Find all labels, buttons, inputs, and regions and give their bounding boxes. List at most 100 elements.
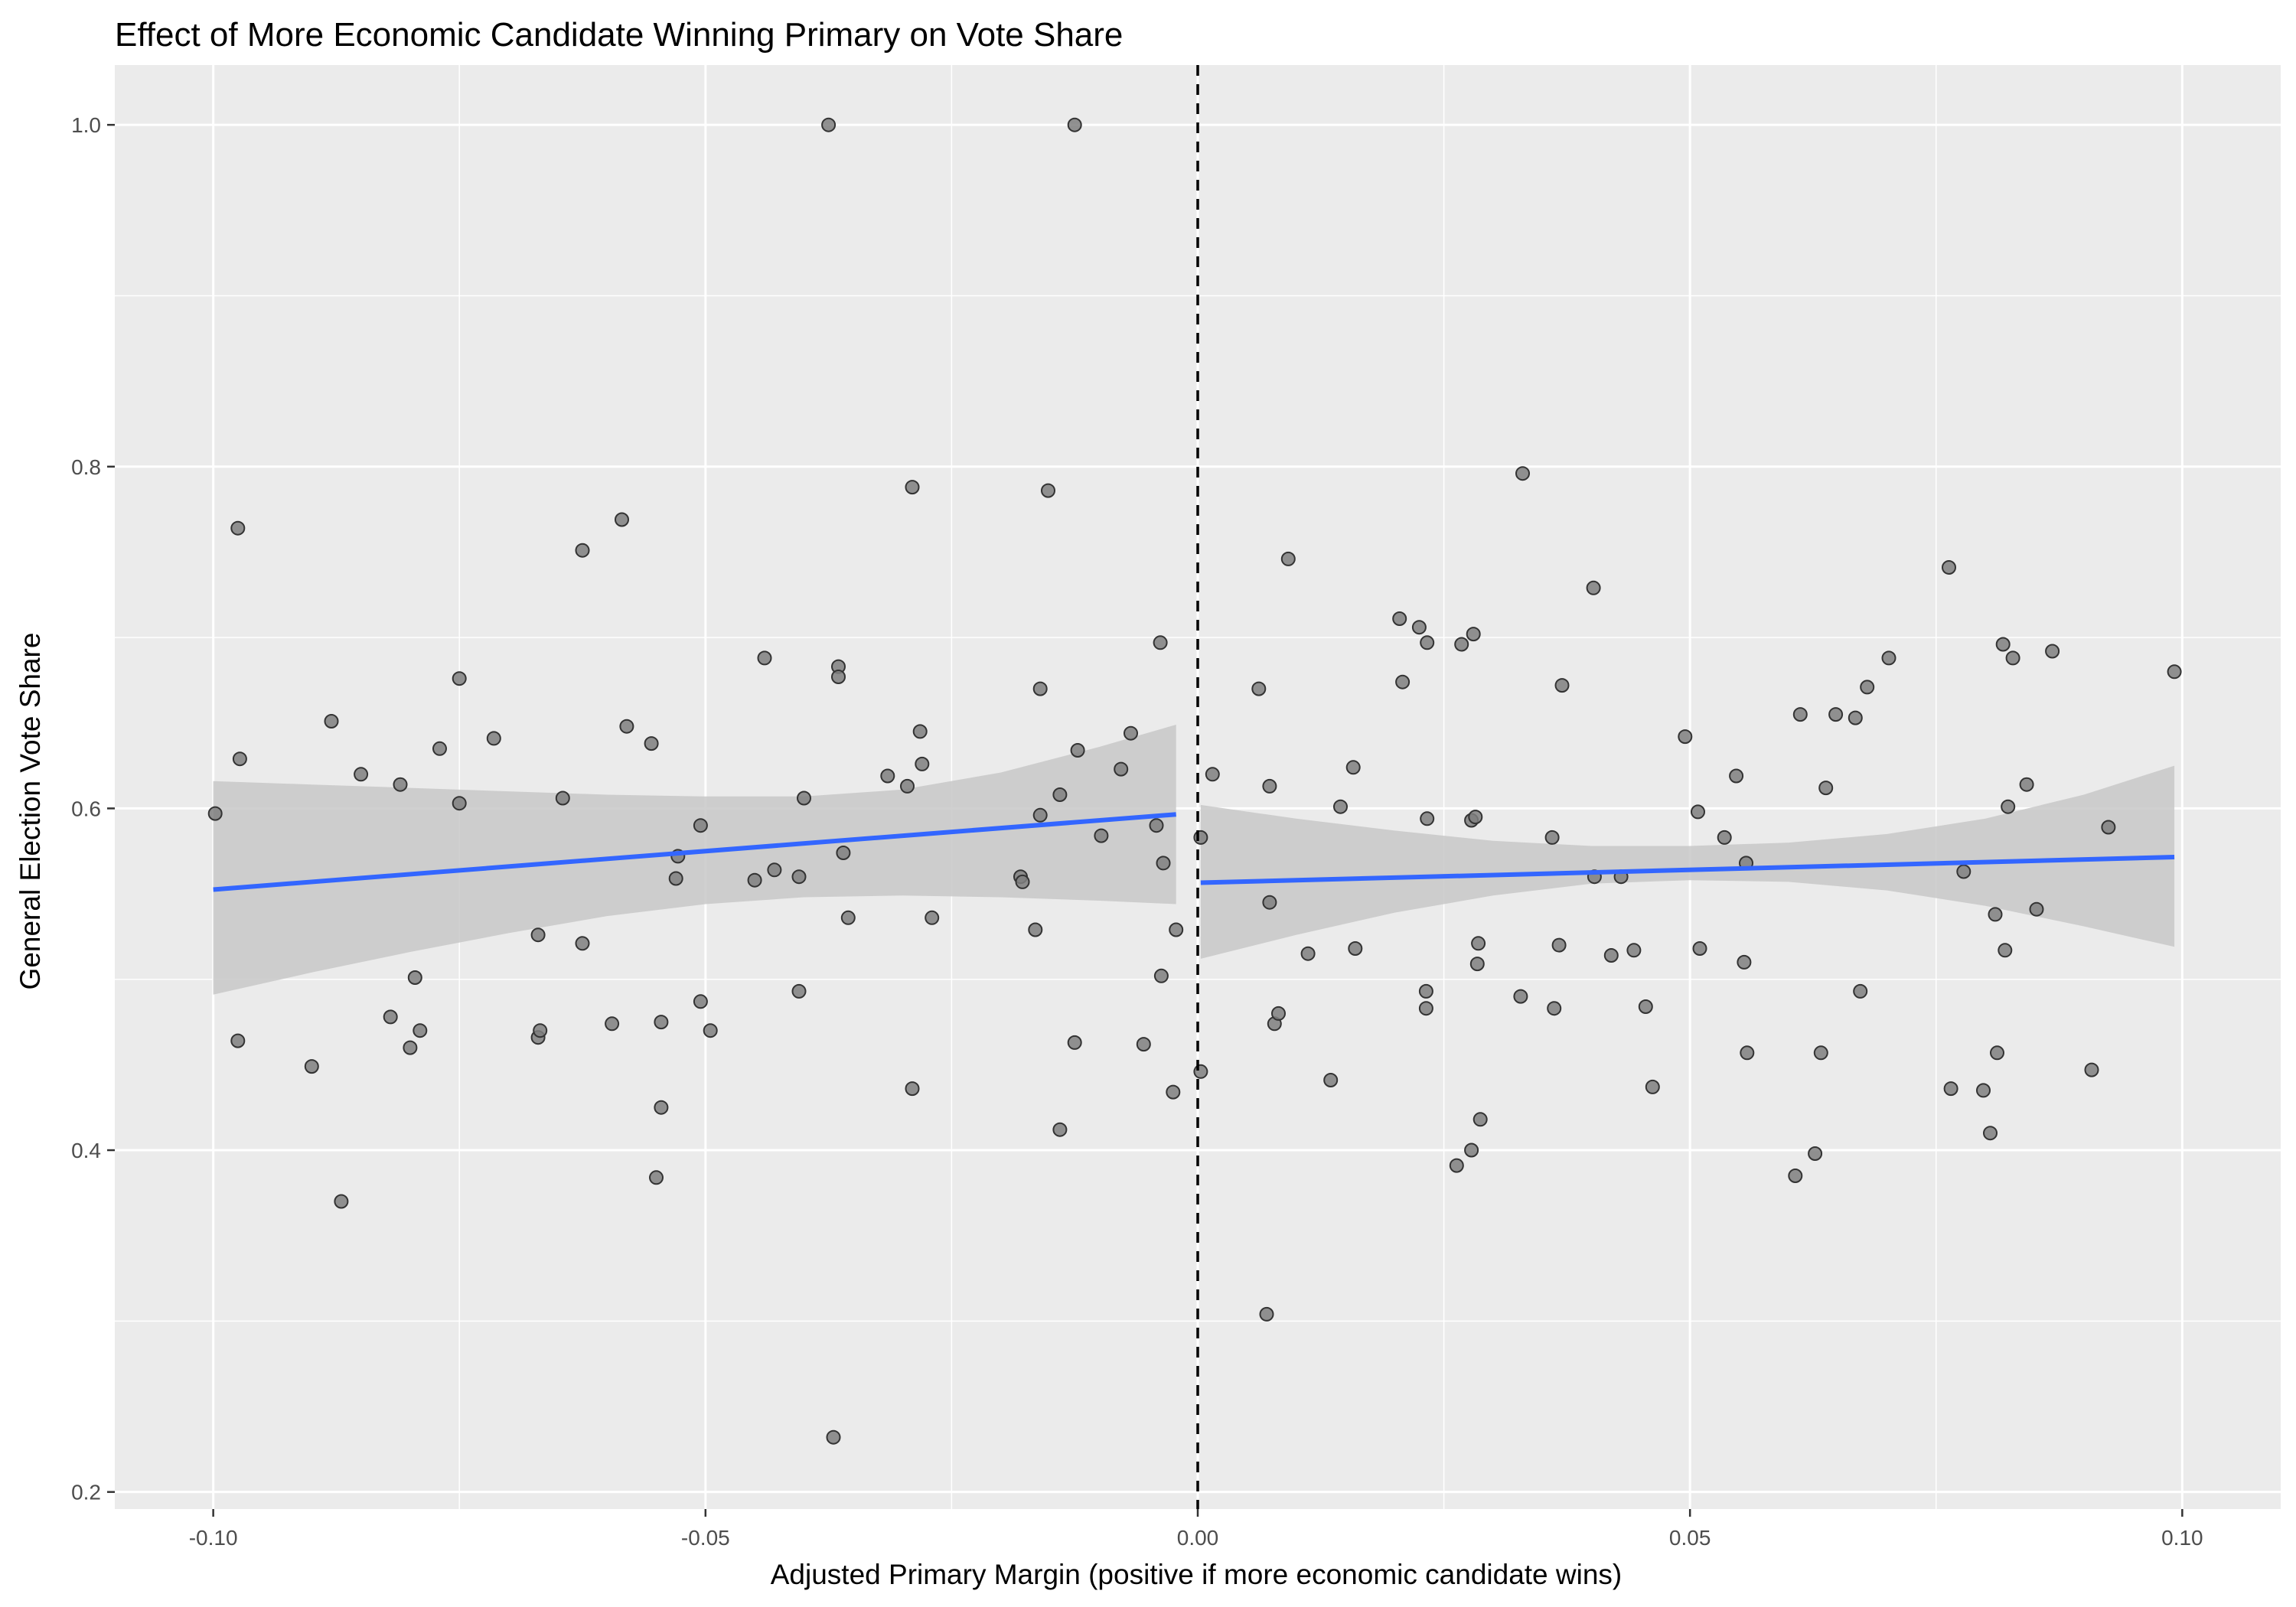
fit-line-right xyxy=(1200,855,2175,885)
data-point xyxy=(1998,943,2013,958)
data-point xyxy=(1808,1146,1823,1161)
data-point xyxy=(1015,874,1030,889)
data-point xyxy=(1471,936,1486,951)
confidence-band-right xyxy=(1200,765,2175,959)
data-point xyxy=(1788,1169,1803,1183)
chart-title: Effect of More Economic Candidate Winnin… xyxy=(115,16,1123,54)
data-point xyxy=(403,1040,418,1055)
data-point xyxy=(1813,1045,1828,1061)
data-point xyxy=(1988,907,2003,922)
data-point xyxy=(1041,483,1055,498)
data-point xyxy=(1395,674,1411,689)
data-point xyxy=(1251,681,1267,696)
data-point xyxy=(1070,743,1085,758)
data-point xyxy=(703,1023,718,1038)
x-tick-label: -0.05 xyxy=(681,1526,730,1550)
data-point xyxy=(1300,946,1316,961)
data-point xyxy=(821,117,837,132)
y-axis: 0.2 0.4 0.6 0.8 1.0 xyxy=(71,113,115,1504)
data-point xyxy=(1678,729,1693,745)
data-point xyxy=(1149,818,1164,833)
data-point xyxy=(432,741,447,756)
y-axis-title: General Election Vote Share xyxy=(15,633,46,990)
data-point xyxy=(407,970,422,985)
data-point xyxy=(1156,856,1171,871)
data-point xyxy=(836,846,851,860)
data-point xyxy=(1468,810,1483,825)
data-point xyxy=(654,1100,669,1115)
data-point xyxy=(2029,901,2044,917)
data-point xyxy=(1860,680,1875,695)
data-point xyxy=(615,512,629,527)
data-point xyxy=(1943,1081,1958,1097)
data-point xyxy=(1124,725,1138,741)
x-tick-label: 0.05 xyxy=(1669,1526,1711,1550)
data-point xyxy=(905,1081,920,1097)
data-point xyxy=(555,790,570,806)
data-point xyxy=(1411,620,1427,635)
data-point xyxy=(1692,941,1707,956)
data-point xyxy=(1280,551,1296,566)
data-point xyxy=(1603,948,1619,963)
data-point xyxy=(1513,989,1528,1004)
data-point xyxy=(1976,1083,1991,1098)
x-axis: -0.10 -0.05 0.00 0.05 0.10 xyxy=(189,1509,2203,1550)
data-point xyxy=(1586,580,1601,595)
data-point xyxy=(905,480,920,495)
data-point xyxy=(1995,637,2011,652)
data-point xyxy=(1052,787,1068,802)
data-point xyxy=(1554,678,1570,693)
data-point xyxy=(1626,943,1642,958)
data-point xyxy=(452,671,467,686)
data-point xyxy=(575,936,590,951)
data-point xyxy=(1792,707,1808,722)
data-point xyxy=(2005,650,2020,666)
data-point xyxy=(2019,777,2034,792)
y-tick-label: 0.4 xyxy=(71,1139,101,1162)
data-point xyxy=(1259,1306,1274,1322)
data-point xyxy=(791,869,807,885)
data-point xyxy=(393,777,408,792)
data-point xyxy=(1717,830,1732,845)
data-point xyxy=(1740,1045,1755,1061)
y-tick-label: 0.8 xyxy=(71,455,101,479)
data-point xyxy=(1454,637,1469,652)
data-point xyxy=(324,714,339,729)
data-point xyxy=(840,910,856,925)
data-point xyxy=(1153,635,1168,650)
data-point xyxy=(1828,707,1844,722)
data-point xyxy=(1052,1122,1068,1137)
data-point xyxy=(797,790,811,806)
data-point xyxy=(644,736,659,751)
data-point xyxy=(1464,1143,1479,1158)
data-point xyxy=(1466,627,1481,642)
confidence-band-left xyxy=(213,725,1176,995)
data-point xyxy=(831,670,846,684)
data-point xyxy=(1333,799,1348,814)
data-point xyxy=(880,768,895,784)
data-point xyxy=(1881,650,1896,666)
data-point xyxy=(668,871,683,886)
data-point xyxy=(925,910,940,925)
data-point xyxy=(383,1009,398,1025)
data-point xyxy=(230,1033,246,1048)
data-point xyxy=(1818,781,1834,796)
data-point xyxy=(1942,560,1956,575)
data-point xyxy=(693,818,708,833)
data-point xyxy=(533,1023,548,1038)
data-point xyxy=(1956,864,1971,879)
data-point xyxy=(1193,1064,1208,1079)
data-point xyxy=(1262,895,1277,910)
data-point xyxy=(2084,1062,2099,1077)
y-tick-label: 0.6 xyxy=(71,797,101,820)
x-tick-label: 0.00 xyxy=(1177,1526,1219,1550)
data-point xyxy=(2167,664,2182,680)
data-point xyxy=(791,983,807,999)
data-point xyxy=(1094,828,1109,843)
data-point xyxy=(1271,1006,1286,1021)
data-point xyxy=(2101,820,2116,835)
data-point xyxy=(1262,778,1277,794)
data-point xyxy=(1067,117,1082,132)
data-point xyxy=(1348,941,1363,956)
